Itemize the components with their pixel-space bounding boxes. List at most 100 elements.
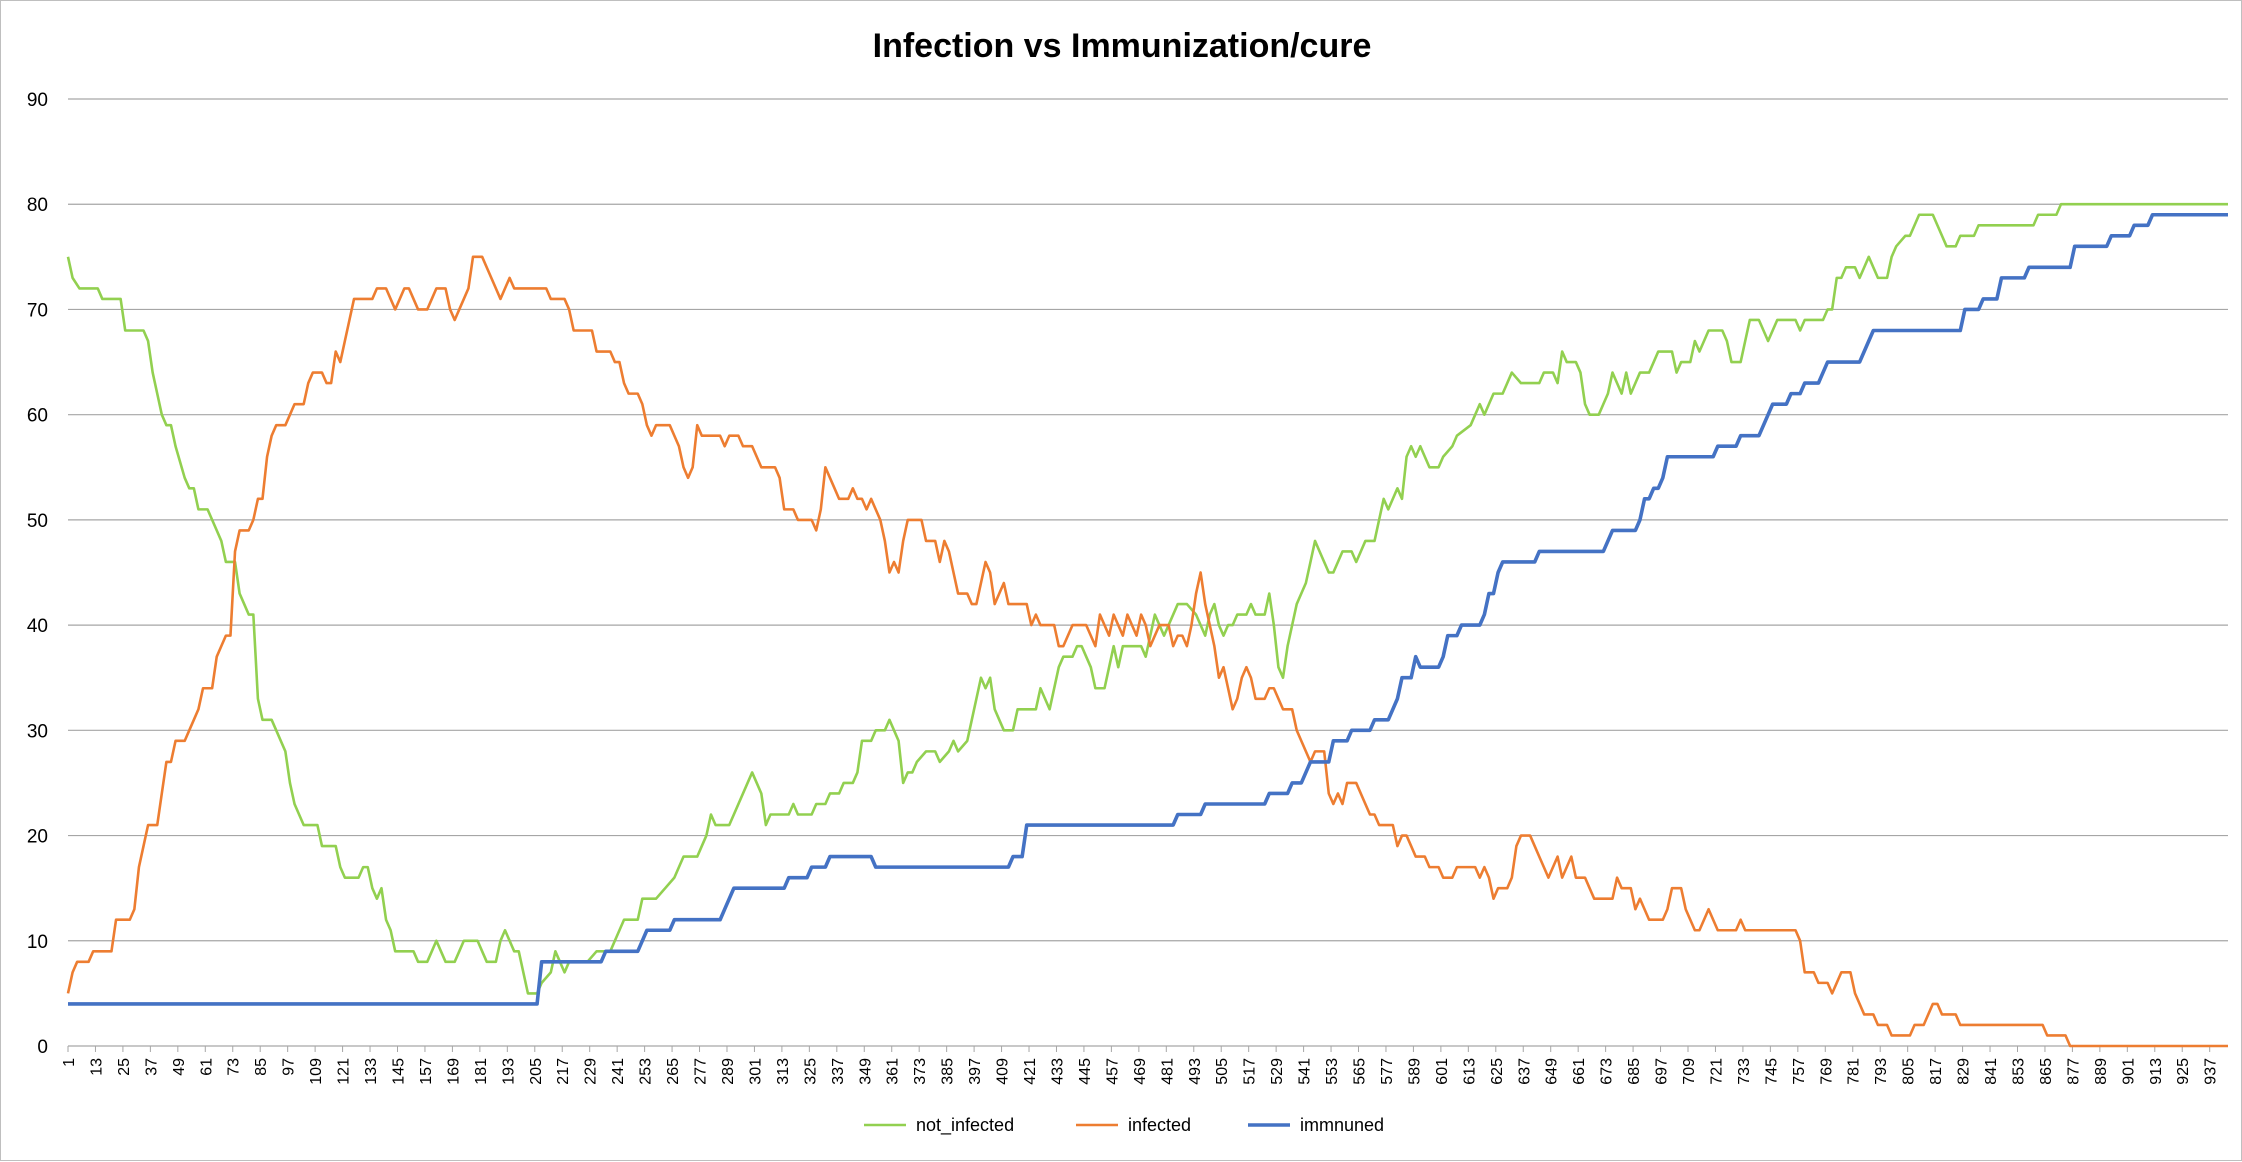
- legend-label: immnuned: [1300, 1115, 1384, 1135]
- x-tick-label: 73: [226, 1058, 243, 1076]
- x-tick-label: 589: [1406, 1058, 1423, 1085]
- legend[interactable]: not_infected infected immnuned: [864, 1115, 1384, 1136]
- x-tick-label: 97: [281, 1058, 298, 1076]
- x-tick-label: 25: [116, 1058, 133, 1076]
- x-tick-label: 901: [2120, 1058, 2137, 1085]
- x-tick-label: 517: [1242, 1058, 1259, 1085]
- y-tick-label: 50: [27, 511, 48, 532]
- x-tick-label: 265: [665, 1058, 682, 1085]
- y-tick-label: 70: [27, 300, 48, 321]
- series-line-infected: [66, 255, 2228, 1048]
- y-tick-label: 40: [27, 616, 48, 637]
- legend-label: infected: [1128, 1115, 1191, 1135]
- x-tick-label: 385: [940, 1058, 957, 1085]
- legend-item-immnuned[interactable]: immnuned: [1248, 1115, 1384, 1135]
- x-tick-label: 13: [88, 1058, 105, 1076]
- x-tick-label: 313: [775, 1058, 792, 1085]
- x-tick-label: 481: [1159, 1058, 1176, 1085]
- x-tick-label: 529: [1269, 1058, 1286, 1085]
- y-axis-ticks: 0 10 20 30 40 50 60 70 80 90: [27, 90, 48, 1058]
- series-lines: [66, 202, 2228, 1048]
- x-tick-label: 181: [473, 1058, 490, 1085]
- x-tick-label: 121: [336, 1058, 353, 1085]
- x-tick-label: 793: [1873, 1058, 1890, 1085]
- x-tick-label: 397: [967, 1058, 984, 1085]
- x-tick-label: 709: [1681, 1058, 1698, 1085]
- x-tick-label: 229: [583, 1058, 600, 1085]
- x-tick-label: 457: [1104, 1058, 1121, 1085]
- x-tick-label: 877: [2065, 1058, 2082, 1085]
- x-tick-label: 721: [1708, 1058, 1725, 1085]
- series-line-not-infected: [66, 202, 2228, 995]
- x-tick-label: 805: [1901, 1058, 1918, 1085]
- legend-item-not-infected[interactable]: not_infected: [864, 1115, 1014, 1136]
- x-tick-label: 337: [830, 1058, 847, 1085]
- x-tick-label: 205: [528, 1058, 545, 1085]
- x-tick-label: 289: [720, 1058, 737, 1085]
- x-tick-label: 865: [2038, 1058, 2055, 1085]
- x-tick-label: 661: [1571, 1058, 1588, 1085]
- x-tick-label: 217: [555, 1058, 572, 1085]
- x-tick-label: 697: [1654, 1058, 1671, 1085]
- x-tick-label: 829: [1956, 1058, 1973, 1085]
- x-tick-label: 1: [61, 1058, 78, 1067]
- y-tick-label: 0: [37, 1037, 48, 1058]
- x-tick-label: 169: [445, 1058, 462, 1085]
- x-tick-label: 577: [1379, 1058, 1396, 1085]
- x-tick-label: 361: [885, 1058, 902, 1085]
- x-tick-label: 253: [638, 1058, 655, 1085]
- x-tick-label: 37: [143, 1058, 160, 1076]
- x-tick-label: 913: [2148, 1058, 2165, 1085]
- series-line-immnuned: [68, 212, 2228, 1006]
- x-tick-label: 433: [1049, 1058, 1066, 1085]
- y-tick-label: 20: [27, 827, 48, 848]
- x-tick-label: 889: [2093, 1058, 2110, 1085]
- x-tick-label: 685: [1626, 1058, 1643, 1085]
- legend-label: not_infected: [916, 1115, 1014, 1136]
- legend-item-infected[interactable]: infected: [1076, 1115, 1191, 1135]
- x-tick-label: 373: [912, 1058, 929, 1085]
- y-tick-label: 30: [27, 721, 48, 742]
- y-tick-label: 80: [27, 195, 48, 216]
- x-tick-label: 49: [171, 1058, 188, 1076]
- x-tick-label: 541: [1297, 1058, 1314, 1085]
- x-tick-label: 325: [802, 1058, 819, 1085]
- x-tick-label: 157: [418, 1058, 435, 1085]
- x-tick-label: 673: [1599, 1058, 1616, 1085]
- x-axis-ticks: 1 13 25 37 49 61 73 85 97 109 121 133 145 157 169 181 19…: [61, 1046, 2220, 1085]
- x-tick-label: 145: [390, 1058, 407, 1085]
- x-tick-label: 817: [1928, 1058, 1945, 1085]
- x-tick-label: 193: [500, 1058, 517, 1085]
- x-tick-label: 277: [693, 1058, 710, 1085]
- x-tick-label: 493: [1187, 1058, 1204, 1085]
- x-tick-label: 841: [1983, 1058, 2000, 1085]
- x-tick-label: 625: [1489, 1058, 1506, 1085]
- x-tick-label: 745: [1763, 1058, 1780, 1085]
- x-tick-label: 565: [1352, 1058, 1369, 1085]
- x-tick-label: 349: [857, 1058, 874, 1085]
- x-tick-label: 553: [1324, 1058, 1341, 1085]
- x-tick-label: 613: [1461, 1058, 1478, 1085]
- x-tick-label: 733: [1736, 1058, 1753, 1085]
- x-tick-label: 409: [995, 1058, 1012, 1085]
- x-tick-label: 925: [2175, 1058, 2192, 1085]
- x-tick-label: 133: [363, 1058, 380, 1085]
- y-tick-label: 90: [27, 90, 48, 111]
- x-tick-label: 601: [1434, 1058, 1451, 1085]
- x-tick-label: 505: [1214, 1058, 1231, 1085]
- x-tick-label: 937: [2203, 1058, 2220, 1085]
- x-tick-label: 769: [1818, 1058, 1835, 1085]
- y-tick-label: 60: [27, 406, 48, 427]
- x-tick-label: 469: [1132, 1058, 1149, 1085]
- x-tick-label: 853: [2010, 1058, 2027, 1085]
- y-tick-label: 10: [27, 932, 48, 953]
- x-tick-label: 61: [198, 1058, 215, 1076]
- x-tick-label: 637: [1516, 1058, 1533, 1085]
- x-tick-label: 445: [1077, 1058, 1094, 1085]
- x-tick-label: 421: [1022, 1058, 1039, 1085]
- x-tick-label: 301: [747, 1058, 764, 1085]
- gridlines: [68, 98, 2228, 1047]
- x-tick-label: 241: [610, 1058, 627, 1085]
